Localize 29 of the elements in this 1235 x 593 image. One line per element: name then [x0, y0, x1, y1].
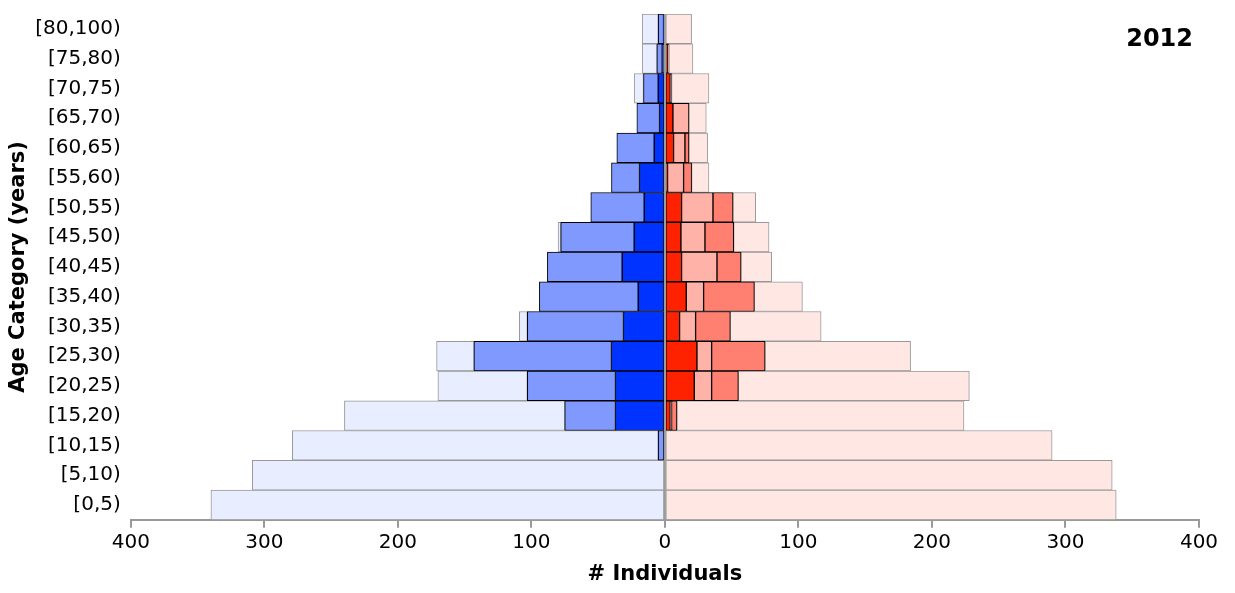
y-tick-label: [55,60): [47, 163, 121, 188]
x-tick-label: 100: [779, 529, 818, 553]
x-tick-label: 200: [912, 529, 952, 553]
x-axis-title: # Individuals: [587, 560, 743, 585]
x-tick-label: 300: [1046, 529, 1085, 553]
x-tick-label: 200: [378, 529, 417, 553]
x-tick-label: 300: [245, 529, 284, 553]
y-tick-label: [35,40): [47, 282, 121, 307]
y-tick-label: [70,75): [47, 74, 121, 99]
y-axis-title: Age Category (years): [5, 141, 30, 393]
x-tick-label: 0: [658, 529, 672, 553]
y-tick-label: [50,55): [47, 193, 121, 218]
y-tick-label: [60,65): [47, 134, 121, 159]
x-tick-label: 400: [111, 529, 150, 553]
y-tick-label: [5,10): [60, 461, 121, 486]
y-tick-label: [30,35): [47, 312, 121, 337]
x-tick-label: 100: [512, 529, 551, 553]
y-tick-label: [25,30): [47, 342, 121, 367]
y-tick-label: [15,20): [47, 401, 121, 426]
y-tick-label: [65,70): [47, 104, 121, 129]
y-tick-label: [45,50): [47, 223, 121, 248]
y-tick-label: [40,45): [47, 253, 121, 278]
y-tick-label: [80,100): [35, 15, 121, 40]
y-tick-label: [75,80): [47, 44, 121, 69]
y-tick-label: [20,25): [47, 372, 121, 397]
y-tick-label: [10,15): [47, 431, 121, 456]
y-tick-label: [0,5): [73, 491, 121, 516]
text: 2012: [1126, 24, 1193, 53]
x-tick-label: 400: [1179, 529, 1219, 553]
